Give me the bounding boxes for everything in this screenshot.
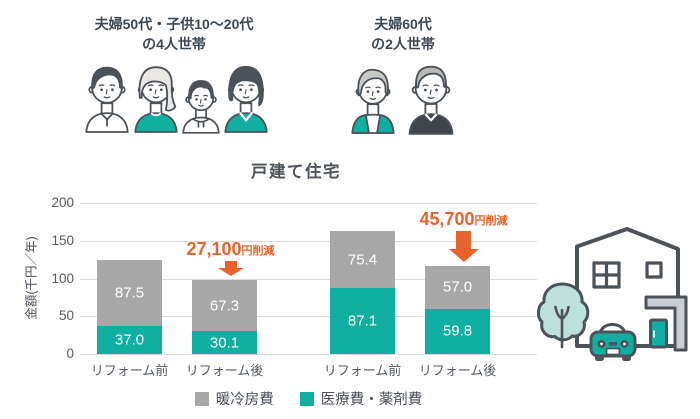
gridline-100 [80,278,537,280]
savings-text: 27,100 円削減 [186,240,274,258]
bar-value-label: 59.8 [442,322,473,340]
avatar-father [80,57,134,135]
chart-title: 戸建て住宅 [251,163,341,181]
savings-annotation: 27,100 円削減 [186,240,275,277]
avatar-daughter [219,57,273,135]
bar-value-label: 87.5 [114,284,145,302]
bar-segment [192,280,257,332]
savings-amount: 45,700 [419,209,475,229]
down-arrow-icon [224,261,237,269]
avatar-grandfather [403,57,459,136]
household-2-label: 夫婦60代 の2人世帯 [328,14,478,55]
avatar-son [178,71,224,135]
house-illustration-svg [537,227,688,361]
down-arrow-head-icon [217,268,244,277]
x-category-label: リフォーム前 [323,363,402,378]
chart-legend: 暖冷房費 医療費・薬剤費 [80,388,537,409]
savings-suffix: 円削減 [241,245,275,257]
x-category-label: リフォーム前 [90,363,169,378]
legend-label: 医療費・薬剤費 [320,392,423,408]
savings-suffix: 円削減 [474,215,508,227]
bar-value-label: 57.0 [442,278,473,296]
bar-segment [97,260,162,327]
y-tick-label: 200 [51,195,74,210]
house-with-car-and-tree-illustration [530,198,700,383]
household-2-label-line2: の2人世帯 [371,36,435,53]
savings-annotation: 45,700 円削減 [419,210,508,262]
savings-amount: 27,100 [186,239,242,259]
household-1-label: 夫婦50代・子供10〜20代 の4人世帯 [54,14,294,55]
y-tick-label: 50 [58,308,74,324]
bar-segment [330,231,395,289]
y-axis-label: 金額(千円／年) [24,236,39,320]
y-tick-label: 0 [66,346,74,361]
legend-label: 暖冷房費 [215,392,274,408]
legend-item: 暖冷房費 [194,388,274,409]
gridline-50 [80,316,537,318]
bar-segment [330,288,395,354]
household-1-label-line2: の4人世帯 [142,36,206,53]
household-1-label-line1: 夫婦50代・子供10〜20代 [94,16,254,32]
y-tick-label: 150 [51,232,74,248]
gridline-150 [80,240,537,242]
household-2-label-line1: 夫婦60代 [374,16,432,32]
y-tick-label: 100 [51,270,74,286]
down-arrow-icon [456,231,471,249]
bar-segment [425,265,490,309]
legend-swatch-icon [194,391,209,406]
legend-swatch-icon [299,391,314,406]
bar-value-label: 37.0 [114,331,145,349]
savings-text: 45,700 円削減 [419,210,507,228]
x-category-label: リフォーム後 [418,363,497,378]
bar-value-label: 67.3 [209,297,240,315]
gridline-200 [80,203,537,204]
bar-value-label: 87.1 [347,312,378,330]
legend-item: 医療費・薬剤費 [299,388,423,409]
bar-segment [97,326,162,354]
family-of-four-illustration [80,57,273,135]
x-category-label: リフォーム後 [185,363,264,378]
bar-segment [192,331,257,354]
bar-value-label: 30.1 [209,334,240,352]
avatar-grandmother [347,60,399,136]
gridline-0 [80,354,537,355]
bar-value-label: 75.4 [347,251,378,269]
avatar-mother [129,57,183,135]
bar-segment [425,308,490,354]
down-arrow-head-icon [448,248,479,262]
elderly-couple-illustration [347,57,459,136]
